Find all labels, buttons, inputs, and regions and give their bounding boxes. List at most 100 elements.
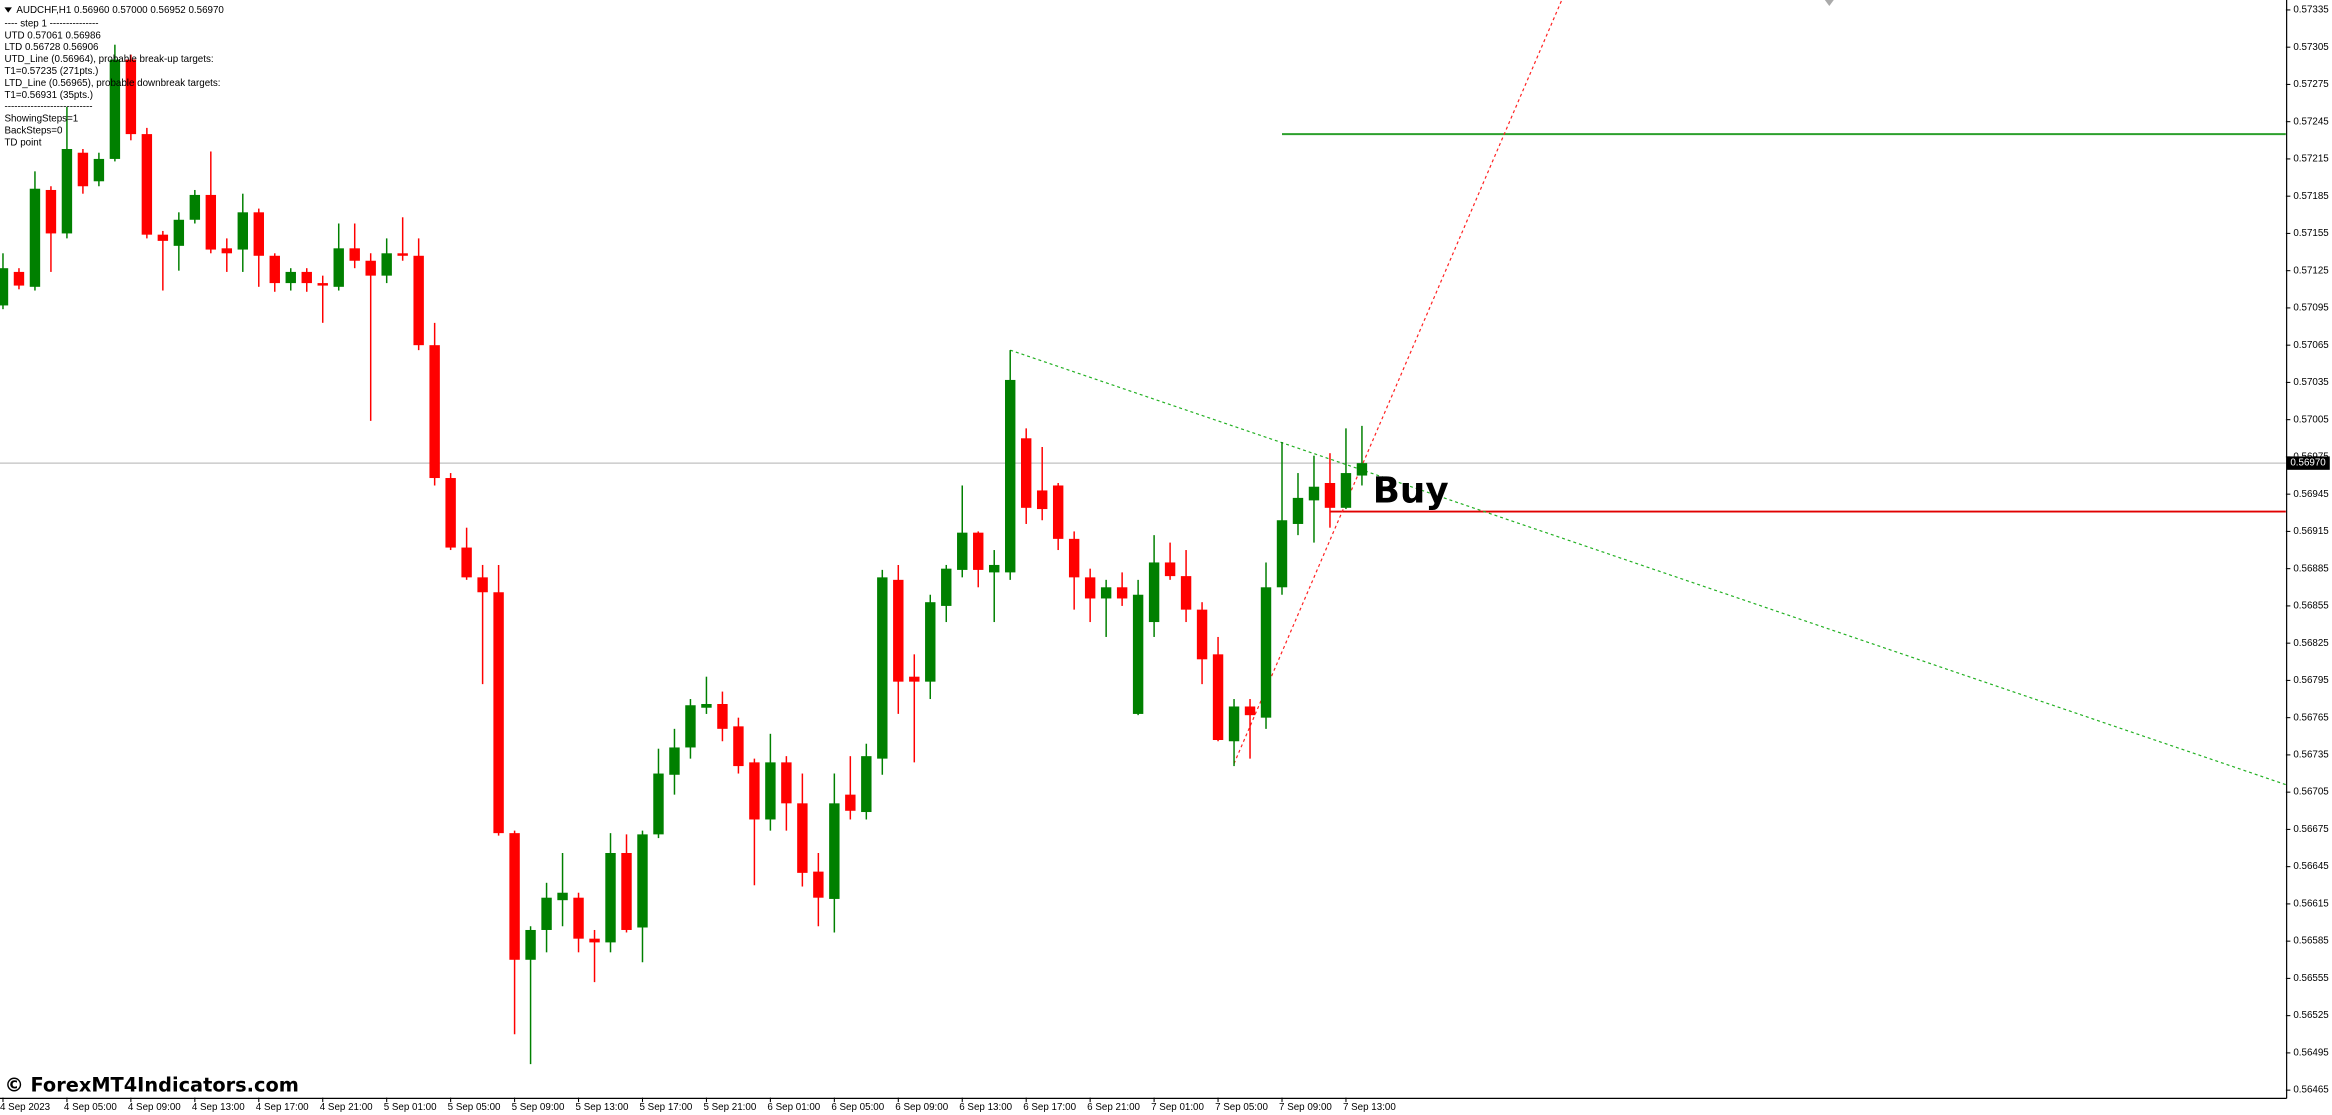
x-tick-label: 5 Sep 05:00 bbox=[448, 1102, 501, 1113]
trend-line bbox=[1010, 349, 2286, 786]
info-line: TD point bbox=[4, 137, 41, 148]
x-tick-label: 5 Sep 17:00 bbox=[640, 1102, 693, 1113]
candle-body bbox=[157, 234, 169, 241]
candle-body bbox=[1132, 594, 1144, 714]
watermark: © ForexMT4Indicators.com bbox=[4, 1074, 298, 1097]
info-line: ShowingSteps=1 bbox=[4, 114, 78, 125]
candle-body bbox=[893, 579, 904, 682]
y-tick-label: 0.56795 bbox=[2293, 675, 2329, 686]
candle-body bbox=[461, 547, 472, 578]
y-tick-label: 0.56915 bbox=[2293, 526, 2329, 537]
candle-body bbox=[525, 929, 536, 960]
y-tick-label: 0.57275 bbox=[2293, 79, 2329, 90]
info-line: --------------------------- bbox=[4, 102, 92, 113]
candle-body bbox=[749, 762, 760, 820]
last-price-tag bbox=[2286, 456, 2330, 470]
x-tick-label: 5 Sep 01:00 bbox=[384, 1102, 437, 1113]
candle-body bbox=[1116, 587, 1128, 599]
candle-body bbox=[1244, 706, 1256, 716]
candle-body bbox=[285, 271, 296, 284]
candle-body bbox=[173, 219, 185, 246]
info-line: LTD 0.56728 0.56906 bbox=[4, 42, 99, 53]
candle-body bbox=[845, 794, 856, 811]
candle-body bbox=[1292, 497, 1304, 524]
candle-body bbox=[397, 253, 408, 256]
y-tick-label: 0.56885 bbox=[2293, 563, 2329, 574]
y-tick-label: 0.57335 bbox=[2293, 5, 2329, 16]
candle-body bbox=[349, 248, 360, 261]
candle-body bbox=[493, 592, 504, 834]
candle-body bbox=[557, 892, 568, 901]
symbol-line: AUDCHF,H1 0.56960 0.57000 0.56952 0.5697… bbox=[16, 5, 224, 16]
candle-body bbox=[829, 803, 840, 899]
candle-body bbox=[1084, 577, 1096, 599]
x-tick-label: 7 Sep 01:00 bbox=[1151, 1102, 1204, 1113]
info-line: T1=0.57235 (271pts.) bbox=[4, 66, 98, 77]
candle-body bbox=[77, 152, 89, 187]
candle-body bbox=[605, 852, 616, 943]
candle-body bbox=[61, 148, 73, 234]
candle-body bbox=[333, 248, 344, 287]
y-tick-label: 0.56645 bbox=[2293, 861, 2329, 872]
candle-body bbox=[861, 756, 872, 813]
candle-body bbox=[317, 283, 328, 286]
candle-body bbox=[141, 134, 153, 235]
y-tick-label: 0.56765 bbox=[2293, 712, 2329, 723]
x-tick-label: 5 Sep 21:00 bbox=[703, 1102, 756, 1113]
info-line: LTD_Line (0.56965), probable downbreak t… bbox=[4, 78, 220, 89]
candle-body bbox=[429, 345, 440, 479]
candle-body bbox=[189, 194, 201, 220]
candle-body bbox=[733, 726, 744, 767]
y-tick-label: 0.56855 bbox=[2293, 601, 2329, 612]
candle-body bbox=[1196, 609, 1208, 660]
y-tick-label: 0.56555 bbox=[2293, 973, 2329, 984]
candle-body bbox=[957, 532, 968, 570]
candle-body bbox=[813, 871, 824, 898]
x-tick-label: 6 Sep 09:00 bbox=[895, 1102, 948, 1113]
x-tick-label: 7 Sep 13:00 bbox=[1343, 1102, 1396, 1113]
candle-body bbox=[717, 704, 728, 729]
candle-body bbox=[253, 212, 264, 256]
x-tick-label: 7 Sep 09:00 bbox=[1279, 1102, 1332, 1113]
info-line: UTD_Line (0.56964), probable break-up ta… bbox=[4, 54, 213, 65]
candle-body bbox=[1180, 576, 1192, 610]
y-tick-label: 0.56735 bbox=[2293, 750, 2329, 761]
x-tick-label: 6 Sep 05:00 bbox=[831, 1102, 884, 1113]
symbol-menu-arrow bbox=[4, 7, 12, 13]
y-tick-label: 0.57245 bbox=[2293, 116, 2329, 127]
candle-body bbox=[637, 834, 648, 928]
candle-body bbox=[301, 271, 312, 284]
candle-body bbox=[925, 602, 936, 682]
candle-body bbox=[1020, 438, 1032, 508]
candle-body bbox=[941, 568, 952, 606]
info-line: BackSteps=0 bbox=[4, 125, 63, 136]
x-tick-label: 4 Sep 2023 bbox=[0, 1102, 51, 1113]
candle-body bbox=[45, 189, 57, 234]
candle-body bbox=[1068, 538, 1080, 578]
y-tick-label: 0.56825 bbox=[2293, 638, 2329, 649]
y-tick-label: 0.56525 bbox=[2293, 1010, 2329, 1021]
trend-line bbox=[1233, 0, 1563, 764]
last-price-label: 0.56970 bbox=[2290, 458, 2326, 469]
y-tick-label: 0.56945 bbox=[2293, 489, 2329, 500]
candle-body bbox=[365, 260, 376, 276]
y-tick-label: 0.57305 bbox=[2293, 42, 2329, 53]
candle-body bbox=[381, 253, 392, 276]
candle-body bbox=[653, 773, 664, 835]
y-tick-label: 0.57155 bbox=[2293, 228, 2329, 239]
candle-body bbox=[589, 938, 600, 943]
info-line: T1=0.56931 (35pts.) bbox=[4, 90, 93, 101]
candle-body bbox=[669, 747, 680, 775]
y-tick-label: 0.56705 bbox=[2293, 787, 2329, 798]
y-tick-label: 0.57005 bbox=[2293, 414, 2329, 425]
candle-body bbox=[781, 762, 792, 804]
candle-body bbox=[909, 676, 920, 682]
candle-body bbox=[0, 268, 9, 306]
candle-body bbox=[413, 255, 424, 346]
candle-body bbox=[1036, 490, 1048, 510]
candle-body bbox=[109, 59, 121, 159]
candle-body bbox=[877, 577, 888, 759]
candle-body bbox=[1260, 587, 1272, 718]
